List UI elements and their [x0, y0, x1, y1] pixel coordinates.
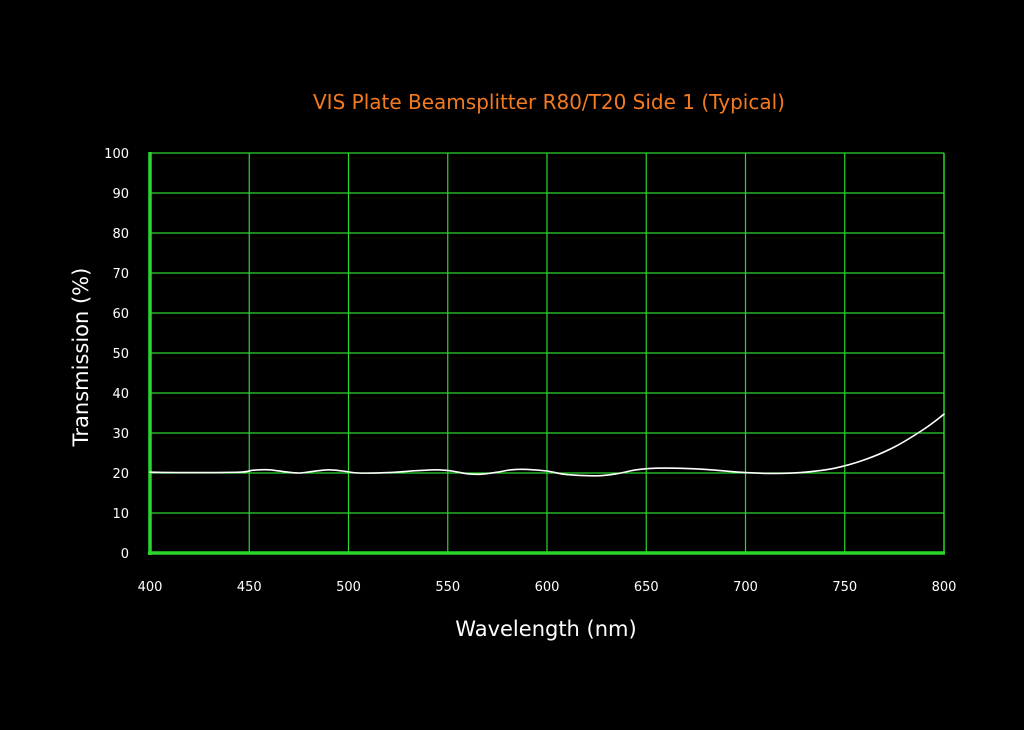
y-tick-label: 40 — [112, 387, 129, 402]
x-tick-label: 650 — [634, 580, 659, 595]
x-tick-label: 700 — [733, 580, 758, 595]
x-tick-label: 400 — [138, 580, 163, 595]
x-axis-label: Wavelength (nm) — [455, 617, 636, 641]
x-tick-label: 450 — [237, 580, 262, 595]
y-tick-label: 30 — [112, 427, 129, 442]
series-line — [149, 413, 945, 477]
y-tick-label: 70 — [112, 267, 129, 282]
y-tick-label: 10 — [112, 507, 129, 522]
y-tick-label: 60 — [112, 307, 129, 322]
axes — [148, 152, 945, 555]
y-axis-label: Transmission (%) — [69, 268, 93, 448]
x-tick-label: 750 — [832, 580, 857, 595]
grid — [150, 152, 944, 553]
tick-labels: 400 450 500 550 600 650 700 750 800 0 10 20 30 40 50 60… — [104, 147, 956, 595]
x-tick-label: 550 — [435, 580, 460, 595]
x-tick-label: 500 — [336, 580, 361, 595]
y-tick-label: 80 — [112, 227, 129, 242]
x-tick-label: 800 — [932, 580, 957, 595]
y-tick-label: 90 — [112, 187, 129, 202]
series-layer — [149, 413, 945, 477]
chart-title: VIS Plate Beamsplitter R80/T20 Side 1 (T… — [313, 90, 785, 114]
x-tick-label: 600 — [535, 580, 560, 595]
y-tick-label: 20 — [112, 467, 129, 482]
y-tick-label: 0 — [121, 547, 129, 562]
y-tick-label: 100 — [104, 147, 129, 162]
y-tick-label: 50 — [112, 347, 129, 362]
